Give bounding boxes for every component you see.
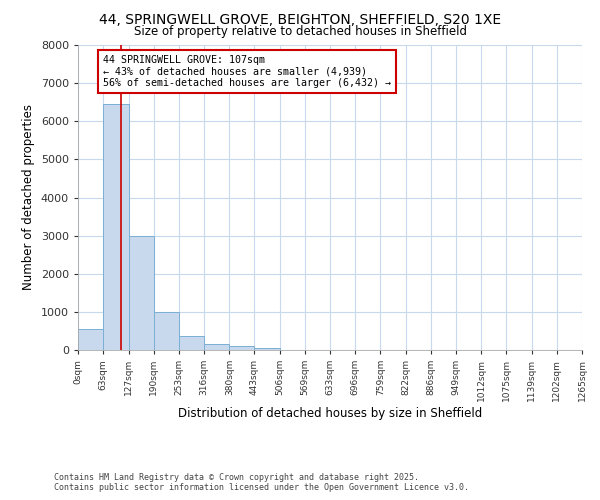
- Bar: [128, 236, 154, 350]
- Bar: [103, 104, 128, 350]
- Bar: [229, 346, 254, 350]
- Text: Size of property relative to detached houses in Sheffield: Size of property relative to detached ho…: [133, 25, 467, 38]
- Bar: [204, 344, 229, 350]
- X-axis label: Distribution of detached houses by size in Sheffield: Distribution of detached houses by size …: [178, 406, 482, 420]
- Bar: [254, 348, 280, 350]
- Bar: [78, 329, 103, 350]
- Bar: [179, 336, 204, 350]
- Text: 44 SPRINGWELL GROVE: 107sqm
← 43% of detached houses are smaller (4,939)
56% of : 44 SPRINGWELL GROVE: 107sqm ← 43% of det…: [103, 54, 391, 88]
- Text: Contains HM Land Registry data © Crown copyright and database right 2025.
Contai: Contains HM Land Registry data © Crown c…: [54, 473, 469, 492]
- Y-axis label: Number of detached properties: Number of detached properties: [22, 104, 35, 290]
- Bar: [154, 312, 179, 350]
- Text: 44, SPRINGWELL GROVE, BEIGHTON, SHEFFIELD, S20 1XE: 44, SPRINGWELL GROVE, BEIGHTON, SHEFFIEL…: [99, 12, 501, 26]
